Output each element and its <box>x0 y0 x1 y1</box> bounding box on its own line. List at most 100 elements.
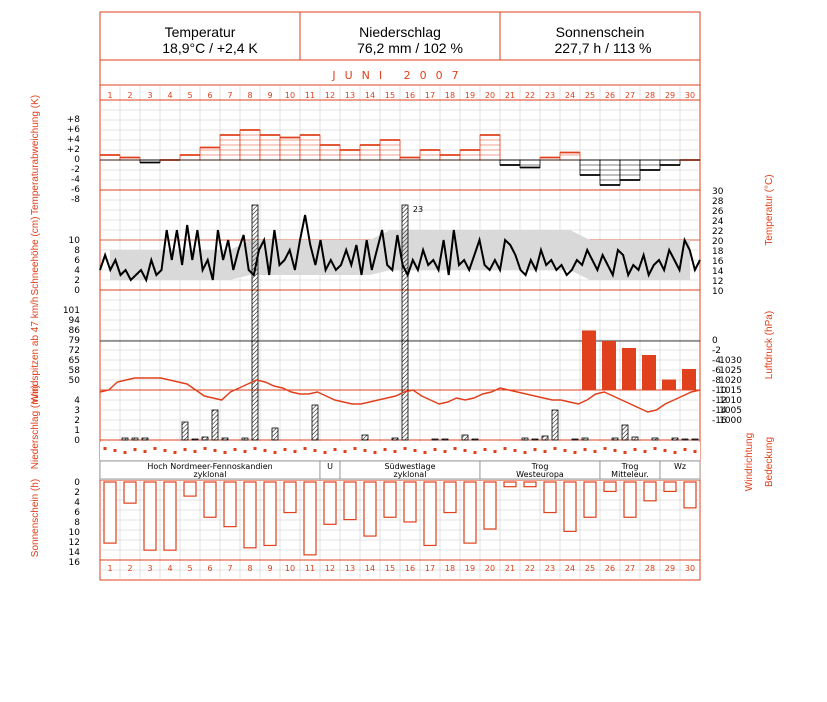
anomaly-bar <box>219 134 241 161</box>
anomaly-bar <box>299 134 321 161</box>
temperature-tick: 20 <box>712 237 724 247</box>
sunshine-bar <box>243 481 257 549</box>
temperature-series-line <box>99 214 701 283</box>
wind-direction-mark <box>313 449 317 452</box>
pressure-bar <box>682 369 696 390</box>
header-precip-value: 76,2 mm / 102 % <box>357 40 463 56</box>
day-label-bottom: 2 <box>127 564 132 573</box>
day-label-top: 5 <box>187 91 192 100</box>
precipitation-bar <box>521 437 529 441</box>
day-label-bottom: 7 <box>227 564 232 573</box>
anomaly-tick: +8 <box>67 115 81 125</box>
sunshine-bar <box>523 481 537 488</box>
sunshine-bar <box>143 481 157 551</box>
day-label-bottom: 9 <box>267 564 272 573</box>
wind-direction-mark <box>213 449 217 452</box>
day-label-bottom: 1 <box>107 564 112 573</box>
wind-direction-mark <box>433 448 437 451</box>
day-label-top: 11 <box>305 91 315 100</box>
sunshine-bar <box>483 481 497 530</box>
wind-direction-mark <box>183 448 187 451</box>
day-label-top: 13 <box>345 91 355 100</box>
sunshine-bar <box>543 481 557 514</box>
anomaly-tick: -4 <box>71 175 80 185</box>
sunshine-bar <box>403 481 417 523</box>
wind-direction-mark <box>573 451 577 454</box>
pressure-tick: 1020 <box>719 376 742 386</box>
sunshine-tick: 6 <box>74 508 80 518</box>
day-label-top: 21 <box>505 91 515 100</box>
day-label-bottom: 6 <box>207 564 212 573</box>
wind-direction-mark <box>353 447 357 450</box>
axis-labels: +8+6+4+20-2-4-6-830282624222018161412101… <box>30 95 775 568</box>
wind-direction-mark <box>303 447 307 450</box>
wind-direction-mark <box>553 447 557 450</box>
sunshine-bar <box>463 481 477 544</box>
wind-direction-mark <box>443 450 447 453</box>
precipitation-panel <box>121 204 699 441</box>
wind-direction-mark <box>233 448 237 451</box>
anomaly-bar <box>279 137 301 161</box>
day-label-top: 24 <box>565 91 575 100</box>
wind-direction-mark <box>123 451 127 454</box>
day-label-bottom: 10 <box>285 564 295 573</box>
anomaly-bar <box>199 147 221 161</box>
header-sun-title: Sonnenschein <box>556 24 645 40</box>
precipitation-bar <box>681 438 689 441</box>
weather-type-sublabel: zyklonal <box>194 470 227 479</box>
sunshine-bar <box>263 481 277 547</box>
pressure-tick: 1015 <box>719 386 742 396</box>
weather-type-label: Wz <box>674 462 686 471</box>
wind-direction-mark <box>333 448 337 451</box>
sunshine-bar <box>163 481 177 551</box>
wind-direction-mark <box>383 448 387 451</box>
temp-min-tick: -14 <box>712 406 727 416</box>
precipitation-bar <box>651 437 659 441</box>
day-label-top: 29 <box>665 91 675 100</box>
wind-direction-mark <box>563 449 567 452</box>
wind-direction-mark <box>253 447 257 450</box>
day-label-bottom: 24 <box>565 564 575 573</box>
wind-direction-axis-title: Windrichtung <box>744 433 755 491</box>
day-label-top: 10 <box>285 91 295 100</box>
sunshine-tick: 8 <box>74 518 80 528</box>
wind-tick: 101 <box>63 306 80 316</box>
temp-min-tick: -16 <box>712 416 727 426</box>
precipitation-bar <box>361 434 369 441</box>
wind-direction-mark <box>273 451 277 454</box>
wind-direction-mark <box>493 450 497 453</box>
wind-direction-mark <box>623 451 627 454</box>
precipitation-bar <box>631 436 639 441</box>
day-label-bottom: 14 <box>365 564 375 573</box>
day-label-top: 2 <box>127 91 132 100</box>
precipitation-bar <box>441 438 449 441</box>
wind-direction-mark <box>583 448 587 451</box>
day-label-bottom: 3 <box>147 564 152 573</box>
precipitation-bar <box>541 435 549 441</box>
sunshine-bar <box>343 481 357 521</box>
wind-direction-mark <box>323 451 327 454</box>
wind-direction-mark <box>473 451 477 454</box>
day-label-top: 30 <box>685 91 695 100</box>
day-label-bottom: 18 <box>445 564 455 573</box>
wind-direction-mark <box>513 449 517 452</box>
header-temperature-value: 18,9°C / +2,4 K <box>162 40 258 56</box>
temp-min-tick: -4 <box>712 356 721 366</box>
precipitation-bar <box>201 436 209 441</box>
sunshine-tick: 12 <box>69 538 80 548</box>
day-label-top: 12 <box>325 91 335 100</box>
sunshine-bar <box>363 481 377 537</box>
day-label-top: 17 <box>425 91 435 100</box>
day-label-top: 18 <box>445 91 455 100</box>
weather-type-sublabel: Westeuropa <box>516 470 564 479</box>
pressure-bar <box>602 341 616 390</box>
pressure-tick: 1010 <box>719 396 742 406</box>
day-label-top: 6 <box>207 91 212 100</box>
wind-direction-mark <box>113 449 117 452</box>
day-label-bottom: 28 <box>645 564 655 573</box>
temp-min-tick: -8 <box>712 376 721 386</box>
anomaly-bar <box>559 152 581 161</box>
sunshine-bar <box>563 481 577 532</box>
day-label-bottom: 13 <box>345 564 355 573</box>
weather-type-label: Südwestlage <box>384 462 435 471</box>
